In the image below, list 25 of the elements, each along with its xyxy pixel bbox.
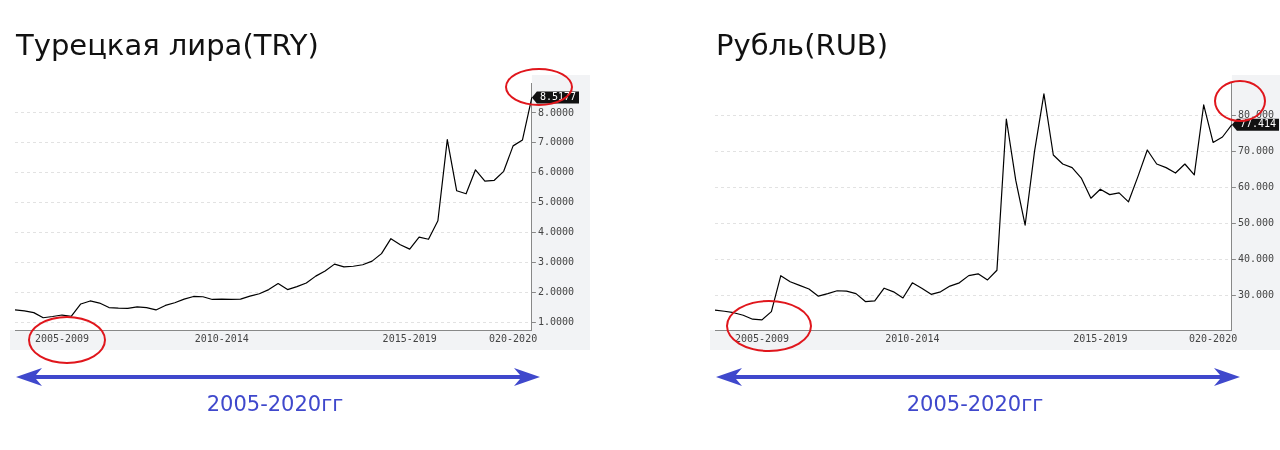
y-tick-label: 7.0000 (537, 136, 574, 148)
y-tick-label: 4.0000 (537, 226, 574, 238)
y-tick-label: 70.000 (1237, 145, 1274, 156)
x-tick-label: 2005-2009 (34, 332, 90, 344)
x-tick-label: 020-2020 (489, 332, 538, 344)
x-tick-label: 2005-2009 (734, 332, 790, 344)
y-tick-label: 1.0000 (537, 316, 574, 328)
x-tick-label: 2015-2019 (1073, 332, 1128, 344)
y-tick-label: 8.0000 (537, 106, 574, 118)
y-tick-label: 2.0000 (537, 286, 574, 298)
y-tick-label: 50.000 (1237, 217, 1274, 229)
x-tick-label: 020-2020 (1189, 332, 1238, 344)
y-tick-label: 5.0000 (537, 196, 574, 208)
y-tick-label: 30.000 (1237, 289, 1274, 301)
x-tick-label: 2010-2014 (194, 332, 249, 344)
y-tick-label: 40.000 (1237, 253, 1274, 265)
text: 2005-2020гг (905, 392, 1045, 416)
chart-title: Рубль(RUB) (716, 28, 889, 62)
chart-title: Турецкая лира(TRY) (16, 28, 319, 62)
x-tick-label: 2015-2019 (382, 332, 437, 344)
text: 2005-2020гг (205, 392, 345, 416)
y-tick-label: 60.000 (1237, 181, 1274, 193)
y-tick-label: 3.0000 (537, 256, 574, 268)
x-tick-label: 2010-2014 (885, 332, 940, 344)
y-tick-label: 6.0000 (537, 166, 574, 178)
